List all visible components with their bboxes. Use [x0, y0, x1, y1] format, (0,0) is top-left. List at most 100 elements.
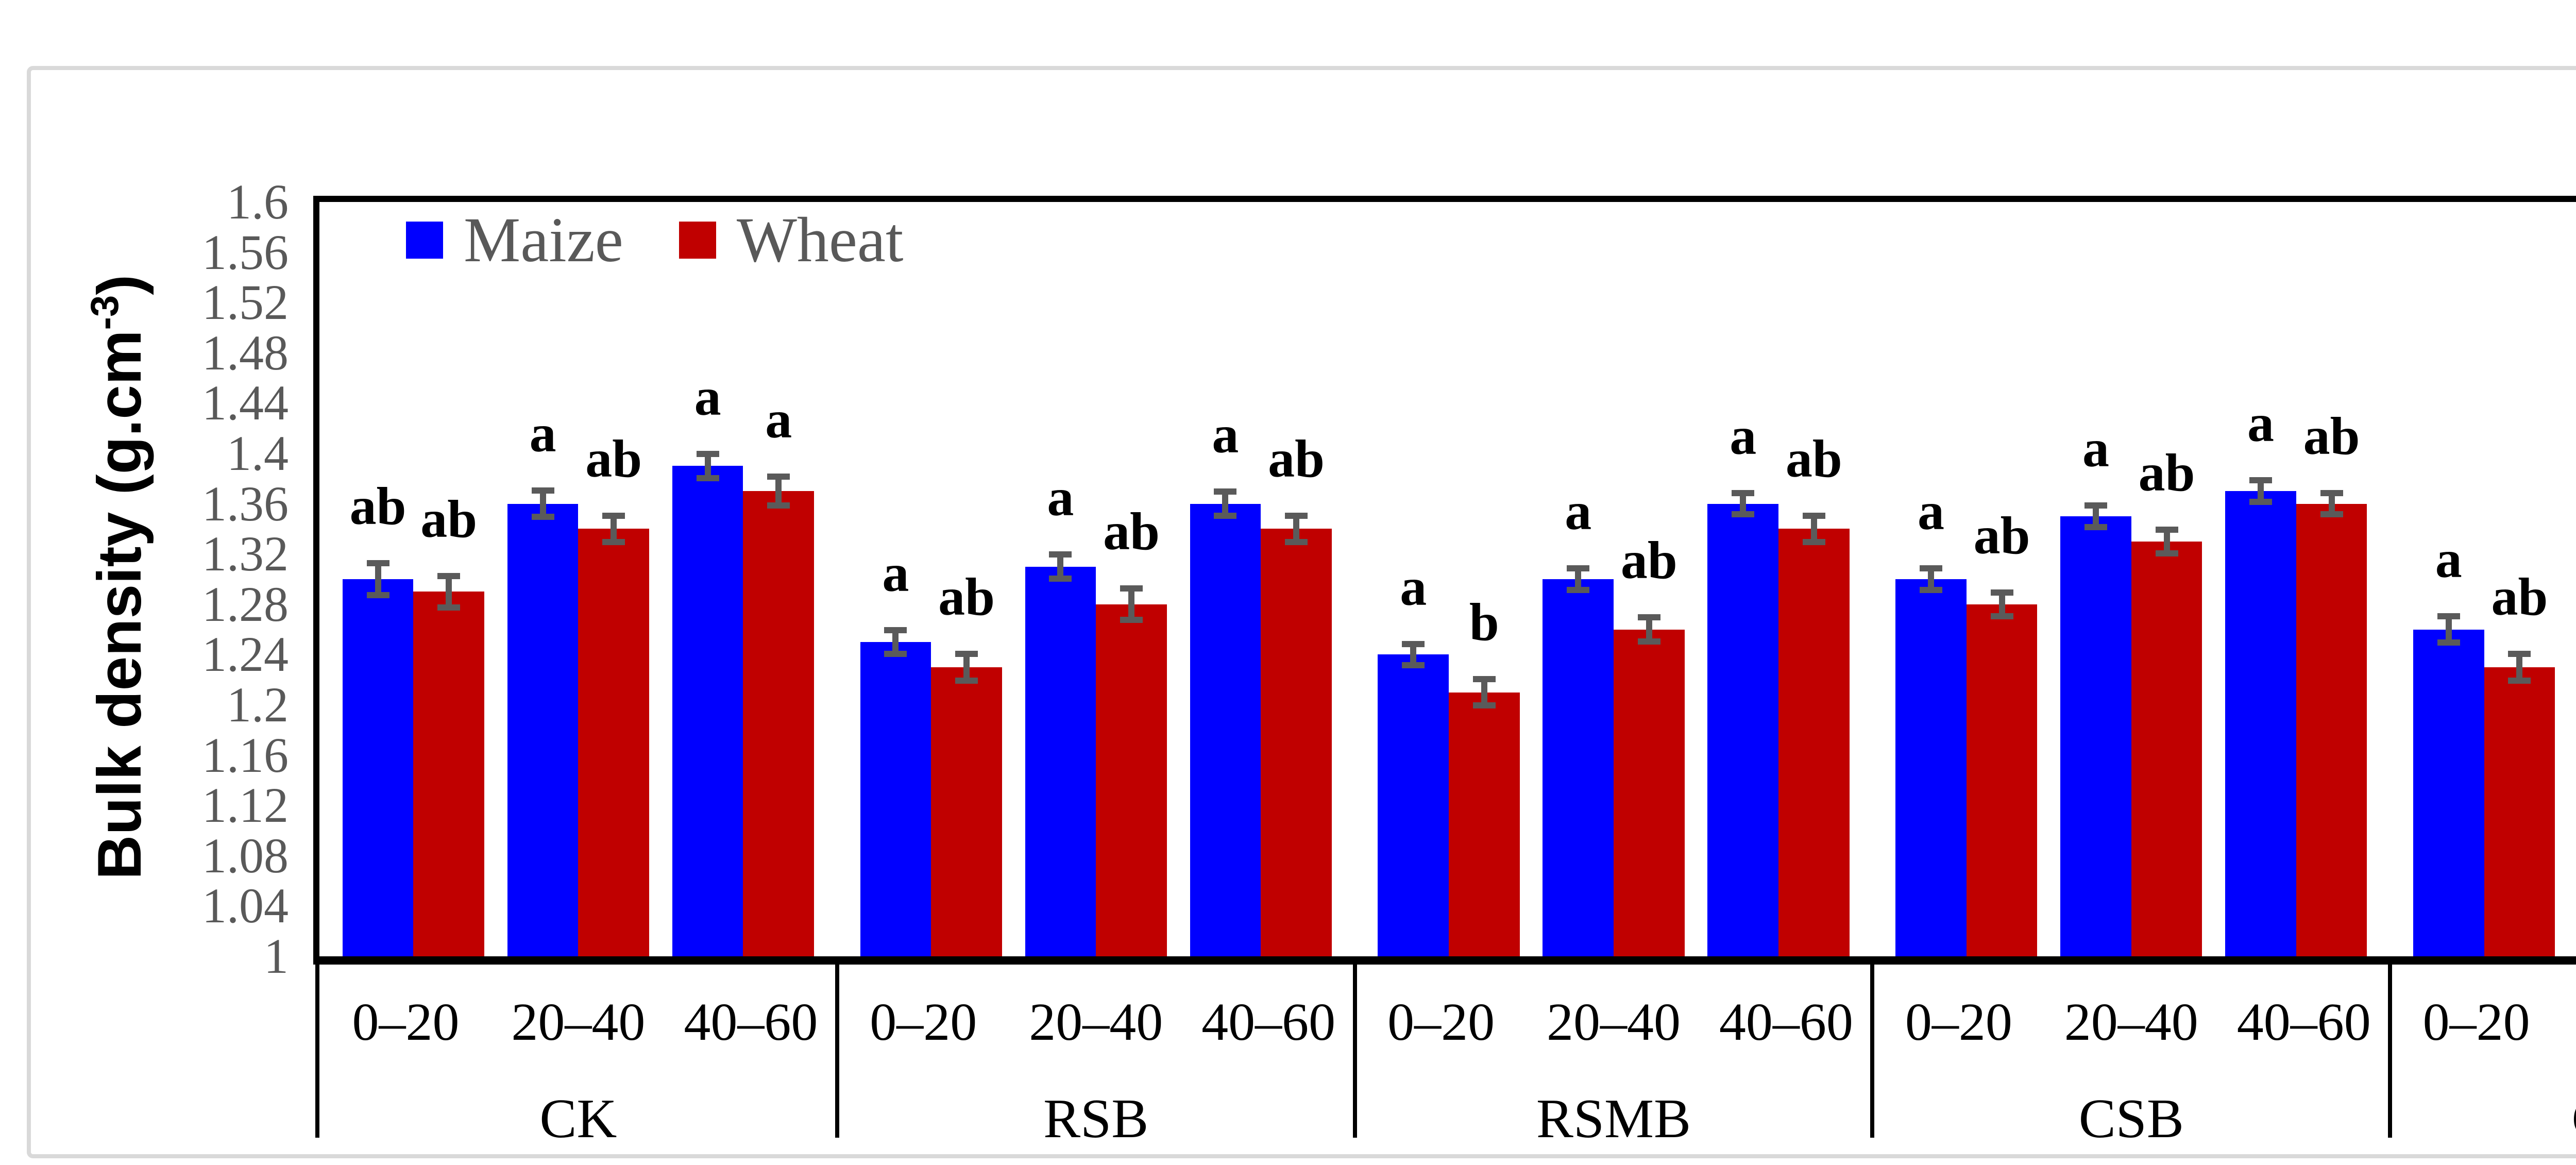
group-label-CSMB: CSMB [2505, 1088, 2576, 1150]
group-label-CSB: CSB [2078, 1088, 2184, 1150]
error-bar-stem [1128, 585, 1134, 623]
legend-label-maize: Maize [464, 205, 623, 275]
significance-letter: ab [1620, 531, 1677, 590]
bar-maize-CK-0–20 [342, 579, 414, 956]
y-tick-label: 1.28 [202, 576, 289, 632]
significance-letter: a [882, 543, 909, 603]
error-bar-cap-bottom [1214, 512, 1237, 519]
error-bar [696, 451, 719, 481]
significance-letter: ab [1785, 429, 1842, 488]
significance-letter: a [2541, 445, 2576, 503]
error-bar-stem [1740, 489, 1747, 518]
significance-letter: ab [349, 477, 406, 536]
bar-maize-CSMB-0–20 [2413, 629, 2484, 956]
error-bar [1920, 565, 1942, 593]
error-bar-cap-bottom [437, 604, 461, 611]
depth-label-CSMB-0–20: 0–20 [2422, 992, 2530, 1052]
depth-label-RSMB-40–60: 40–60 [1719, 992, 1853, 1052]
y-tick-label: 1.24 [202, 627, 289, 682]
group-separator [315, 965, 319, 1138]
error-bar [366, 560, 389, 598]
legend-swatch-wheat [679, 222, 716, 259]
error-bar-cap-bottom [1732, 511, 1755, 518]
error-bar-stem [1575, 565, 1582, 593]
significance-letter: ab [420, 489, 478, 549]
error-bar [1732, 489, 1755, 518]
error-bar-cap-bottom [955, 677, 978, 684]
depth-label-CSMB-20–40: 20–40 [2546, 991, 2576, 1053]
y-tick-label: 1.16 [202, 727, 289, 783]
y-tick-label: 1.08 [202, 828, 289, 883]
bar-wheat-CSB-0–20 [1966, 604, 2038, 956]
significance-letter: ab [1103, 502, 1160, 562]
bar-wheat-RSMB-20–40 [1614, 629, 1685, 956]
depth-label-CSB-20–40: 20–40 [2064, 992, 2198, 1052]
significance-letter: a [1918, 482, 1944, 542]
significance-letter: a [1730, 406, 1757, 466]
error-bar [884, 627, 907, 657]
bar-maize-CK-40–60 [672, 466, 743, 956]
bar-wheat-CK-40–60 [743, 491, 814, 956]
error-bar-stem [2445, 613, 2452, 646]
error-bar-cap-bottom [531, 514, 554, 520]
error-bar [2084, 502, 2107, 530]
error-bar-cap-bottom [1802, 539, 1825, 546]
significance-letter: a [2435, 529, 2462, 589]
bar-wheat-CSMB-0–20 [2484, 667, 2555, 956]
error-bar [2249, 477, 2272, 505]
bar-wheat-RSB-20–40 [1096, 604, 1167, 956]
error-bar-cap-bottom [884, 651, 907, 657]
error-bar-stem [2163, 526, 2170, 557]
error-bar-stem [2093, 502, 2099, 530]
error-bar [1214, 488, 1237, 519]
error-bar-cap-bottom [2155, 550, 2178, 557]
y-tick-label: 1.44 [202, 375, 289, 431]
depth-label-RSMB-20–40: 20–40 [1547, 992, 1681, 1052]
error-bar-stem [539, 487, 546, 520]
error-bar-stem [1410, 640, 1417, 669]
bar-maize-RSB-0–20 [860, 642, 931, 956]
significance-letter: a [1047, 468, 1074, 528]
legend-label-wheat: Wheat [736, 205, 904, 275]
significance-letter: b [1469, 592, 1499, 652]
depth-label-RSB-0–20: 0–20 [870, 992, 977, 1052]
significance-letter: ab [2303, 406, 2360, 466]
y-tick-label: 1.2 [227, 677, 289, 732]
error-bar-stem [2516, 651, 2523, 684]
group-label-RSB: RSB [1043, 1088, 1149, 1150]
significance-letter: a [2247, 394, 2274, 453]
significance-letter: ab [585, 429, 642, 488]
significance-letter: a [1212, 405, 1239, 465]
error-bar-cap-bottom [1120, 617, 1143, 623]
error-bar-cap-bottom [1567, 586, 1590, 593]
bar-maize-CSB-0–20 [1895, 579, 1967, 956]
significance-letter: ab [1268, 429, 1325, 488]
bar-maize-RSMB-40–60 [1707, 503, 1778, 956]
error-bar-stem [704, 451, 711, 481]
error-bar [437, 572, 461, 611]
error-bar [602, 512, 625, 546]
error-bar-stem [892, 627, 899, 657]
error-bar-stem [611, 512, 617, 546]
y-tick-label: 1.12 [202, 778, 289, 833]
significance-letter: ab [2491, 567, 2548, 627]
error-bar [1472, 676, 1496, 709]
error-bar-cap-bottom [1402, 662, 1425, 669]
error-bar-cap-bottom [1049, 575, 1072, 582]
y-tick-label: 1 [264, 928, 289, 984]
error-bar [531, 487, 554, 520]
error-bar-cap-bottom [2320, 511, 2343, 518]
significance-letter: a [765, 390, 792, 450]
legend: Maize Wheat [406, 208, 959, 272]
y-tick-label: 1.32 [202, 526, 289, 582]
error-bar [1567, 565, 1590, 593]
depth-label-CK-40–60: 40–60 [684, 992, 818, 1052]
depth-label-RSMB-0–20: 0–20 [1387, 992, 1495, 1052]
significance-letter: ab [1973, 505, 2030, 565]
bar-maize-CK-20–40 [507, 503, 579, 956]
y-tick-label: 1.56 [202, 224, 289, 280]
bar-wheat-CK-20–40 [578, 529, 649, 956]
error-bar-stem [1646, 614, 1652, 645]
bar-maize-CSB-40–60 [2225, 491, 2296, 956]
significance-letter: ab [2138, 443, 2195, 502]
